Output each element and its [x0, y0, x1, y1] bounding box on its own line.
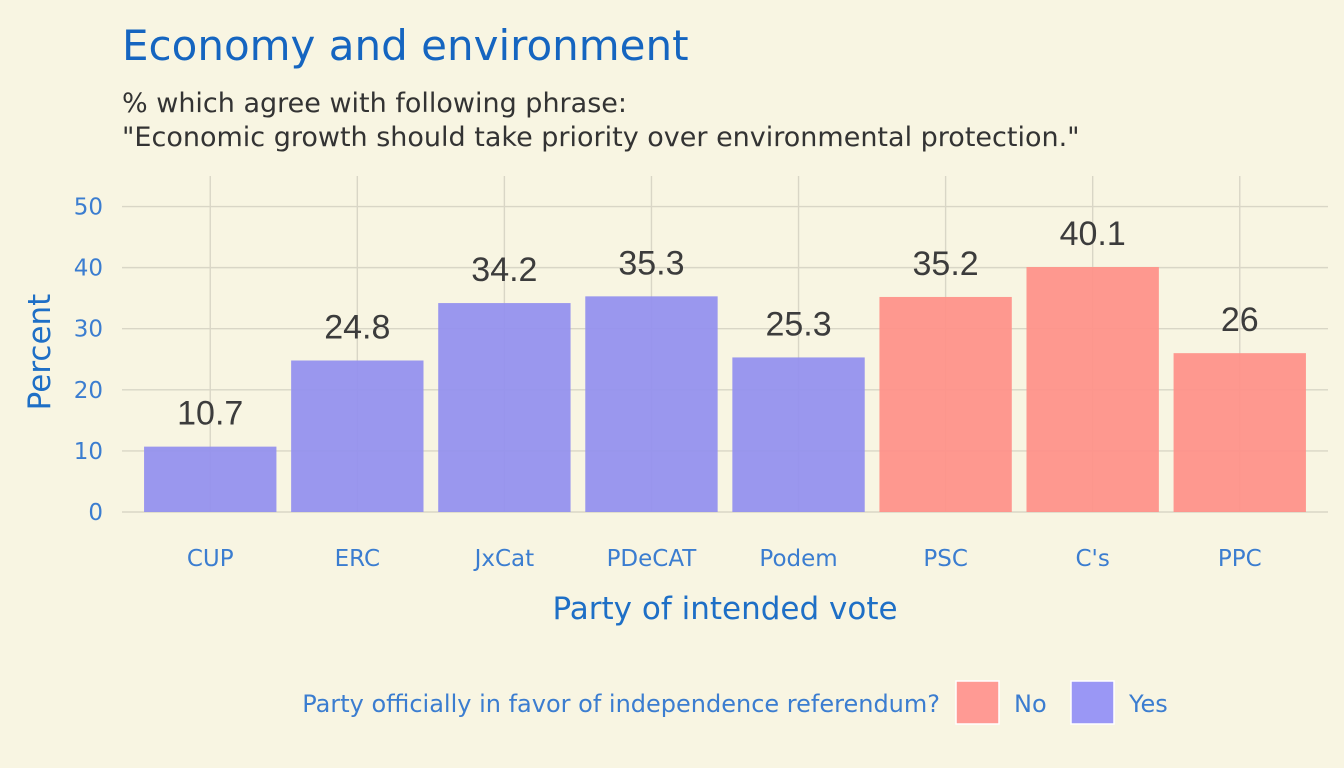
chart-subtitle-line-2: "Economic growth should take priority ov…	[122, 122, 1080, 153]
value-label: 40.1	[1060, 215, 1126, 253]
y-tick-label: 10	[74, 439, 103, 465]
y-tick-label: 30	[74, 317, 103, 343]
x-tick-label: PSC	[923, 546, 968, 572]
x-tick-label: C's	[1075, 546, 1109, 572]
bar-pdecat	[585, 296, 718, 512]
chart-title: Economy and environment	[122, 21, 689, 70]
x-axis-ticks: CUP ERC JxCat PDeCAT Podem PSC C's PPC	[187, 546, 1262, 572]
value-labels: 10.7 24.8 34.2 35.3 25.3 35.2 40.1 26	[177, 215, 1259, 433]
value-label: 25.3	[765, 305, 831, 343]
value-label: 35.3	[618, 244, 684, 282]
value-label: 34.2	[471, 251, 537, 289]
x-tick-label: Podem	[759, 546, 837, 572]
value-label: 24.8	[324, 308, 390, 346]
x-axis-title: Party of intended vote	[552, 591, 897, 627]
legend-label-no: No	[1014, 690, 1047, 718]
value-label: 26	[1221, 301, 1259, 339]
y-axis-title: Percent	[22, 294, 58, 411]
bar-cup	[144, 446, 277, 512]
bar-psc	[879, 296, 1012, 512]
y-tick-label: 40	[74, 256, 103, 282]
x-tick-label: PPC	[1218, 546, 1262, 572]
y-axis-ticks: 0 10 20 30 40 50	[74, 195, 103, 526]
x-tick-label: ERC	[335, 546, 380, 572]
legend-swatch-no	[955, 680, 1000, 725]
y-tick-label: 20	[74, 378, 103, 404]
legend: Party officially in favor of independenc…	[302, 680, 1168, 725]
bar-erc	[291, 360, 424, 512]
y-tick-label: 50	[74, 195, 103, 221]
value-label: 35.2	[913, 245, 979, 283]
bars	[144, 267, 1306, 512]
y-tick-label: 0	[88, 500, 103, 526]
bar-ppc	[1173, 353, 1306, 512]
legend-swatch-yes	[1070, 680, 1115, 725]
chart-subtitle-line-1: % which agree with following phrase:	[122, 88, 627, 119]
bar-jxcat	[438, 303, 571, 512]
x-tick-label: JxCat	[473, 546, 535, 572]
x-tick-label: PDeCAT	[607, 546, 698, 572]
legend-label-yes: Yes	[1128, 690, 1168, 718]
value-label: 10.7	[177, 395, 243, 433]
bar-cs	[1026, 267, 1159, 512]
legend-title: Party officially in favor of independenc…	[302, 690, 940, 718]
bar-podem	[732, 357, 865, 512]
x-tick-label: CUP	[187, 546, 234, 572]
